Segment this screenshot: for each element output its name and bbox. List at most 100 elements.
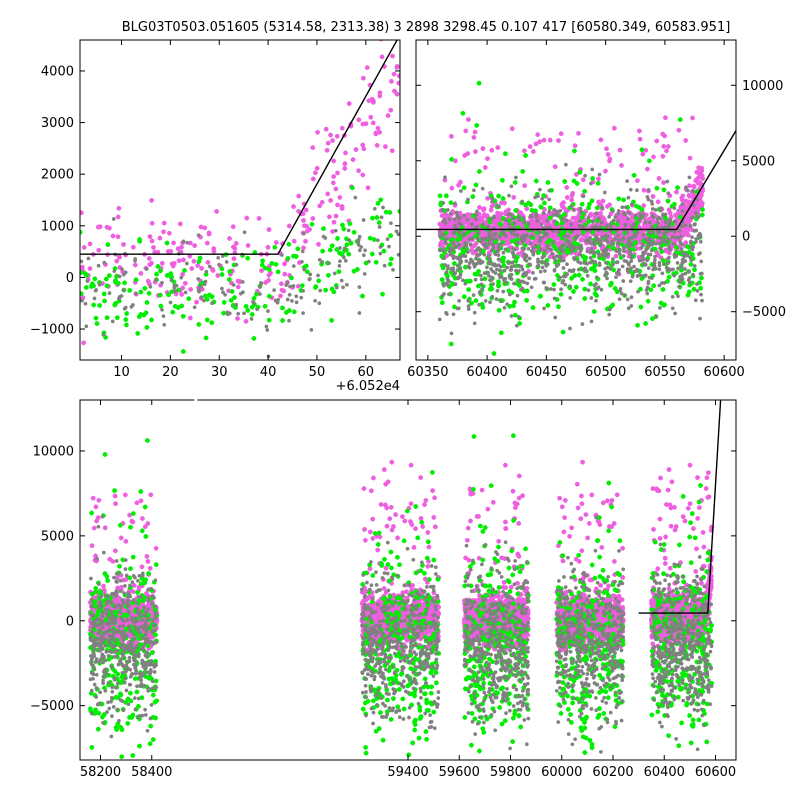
- points-zoom: [80, 40, 400, 359]
- data-point-green: [547, 215, 553, 221]
- data-point-gray: [486, 270, 490, 275]
- data-point-gray: [667, 246, 671, 250]
- data-point-gray: [641, 250, 645, 255]
- data-point-magenta: [149, 260, 154, 266]
- data-point-gray: [496, 249, 500, 254]
- data-point-gray: [508, 276, 512, 280]
- data-point-green: [520, 168, 526, 174]
- data-point-green: [245, 255, 251, 261]
- data-point-magenta: [301, 217, 306, 223]
- data-point-gray: [375, 238, 380, 243]
- data-point-gray: [605, 224, 609, 229]
- data-point-green: [631, 246, 636, 252]
- data-point-green: [647, 158, 652, 164]
- data-point-gray: [677, 228, 682, 233]
- data-point-magenta: [655, 199, 661, 205]
- data-point-gray: [559, 287, 563, 292]
- data-point-magenta: [93, 504, 99, 510]
- data-point-gray: [640, 254, 645, 259]
- data-point-magenta: [175, 246, 181, 252]
- y-tick-label: 0: [66, 271, 74, 286]
- data-point-magenta: [635, 178, 640, 184]
- data-point-gray: [594, 298, 598, 303]
- data-point-magenta: [339, 125, 345, 131]
- data-point-gray: [597, 261, 602, 266]
- data-point-gray: [388, 221, 393, 226]
- data-point-magenta: [472, 149, 478, 155]
- data-point-green: [135, 590, 140, 595]
- data-point-green: [375, 200, 381, 206]
- data-point-green: [327, 247, 333, 253]
- data-point-green: [665, 198, 671, 204]
- data-point-magenta: [502, 200, 507, 206]
- data-point-magenta: [147, 565, 153, 571]
- data-point-gray: [672, 206, 677, 211]
- data-point-gray: [300, 249, 305, 254]
- data-point-gray: [519, 287, 523, 292]
- data-point-magenta: [295, 283, 301, 289]
- data-point-gray: [628, 187, 633, 192]
- data-point-gray: [563, 282, 568, 287]
- data-point-gray: [568, 295, 573, 300]
- data-point-gray: [465, 217, 470, 222]
- data-point-gray: [597, 254, 601, 259]
- data-point-gray: [618, 288, 623, 293]
- data-point-gray: [667, 255, 671, 260]
- data-point-gray: [327, 261, 331, 266]
- data-point-magenta: [596, 199, 601, 205]
- data-point-gray: [534, 214, 539, 219]
- data-point-gray: [169, 278, 174, 283]
- data-point-green: [227, 269, 233, 274]
- data-point-magenta: [603, 168, 608, 174]
- panel-full: 58200 58400 59400 59600 59800 60000 60200 60400…: [30, 398, 737, 780]
- data-point-gray: [317, 257, 322, 262]
- data-point-gray: [453, 271, 458, 275]
- data-point-gray: [123, 270, 128, 275]
- data-point-magenta: [659, 220, 664, 226]
- data-point-gray: [488, 300, 492, 305]
- data-point-gray: [80, 259, 84, 264]
- data-point-magenta: [291, 238, 297, 244]
- data-point-magenta: [353, 147, 359, 153]
- data-point-gray: [600, 235, 605, 240]
- data-point-green: [461, 249, 467, 255]
- data-point-gray: [687, 269, 691, 274]
- data-point-gray: [461, 231, 466, 236]
- data-point-magenta: [110, 559, 116, 564]
- data-point-green: [116, 280, 121, 286]
- data-point-gray: [564, 218, 569, 223]
- data-point-magenta: [388, 78, 394, 84]
- data-point-gray: [457, 215, 462, 220]
- data-point-magenta: [301, 245, 306, 251]
- data-point-magenta: [342, 165, 348, 171]
- data-point-magenta: [537, 139, 543, 145]
- data-point-gray: [656, 220, 660, 225]
- data-point-magenta: [144, 554, 150, 559]
- data-point-gray: [531, 270, 535, 275]
- data-point-gray: [558, 275, 562, 280]
- data-point-gray: [97, 282, 102, 287]
- data-point-magenta: [541, 137, 547, 143]
- data-point-green: [346, 251, 352, 257]
- data-point-gray: [666, 261, 670, 266]
- data-point-gray: [550, 251, 554, 256]
- data-point-gray: [611, 257, 615, 261]
- data-point-magenta: [612, 125, 617, 131]
- data-point-gray: [291, 284, 296, 288]
- data-point-magenta: [328, 132, 333, 138]
- data-point-gray: [605, 265, 610, 270]
- data-point-gray: [611, 262, 615, 267]
- data-point-green: [643, 321, 648, 326]
- data-point-gray: [663, 220, 668, 224]
- data-point-gray: [652, 260, 657, 265]
- data-point-gray: [462, 213, 467, 218]
- data-point-gray: [687, 175, 692, 180]
- data-point-gray: [517, 215, 521, 220]
- data-point-gray: [301, 231, 306, 236]
- data-point-gray: [543, 231, 547, 236]
- data-point-magenta: [482, 165, 488, 170]
- data-point-gray: [477, 290, 482, 295]
- data-point-gray: [497, 268, 502, 273]
- data-point-gray: [344, 282, 349, 287]
- data-point-magenta: [569, 197, 574, 203]
